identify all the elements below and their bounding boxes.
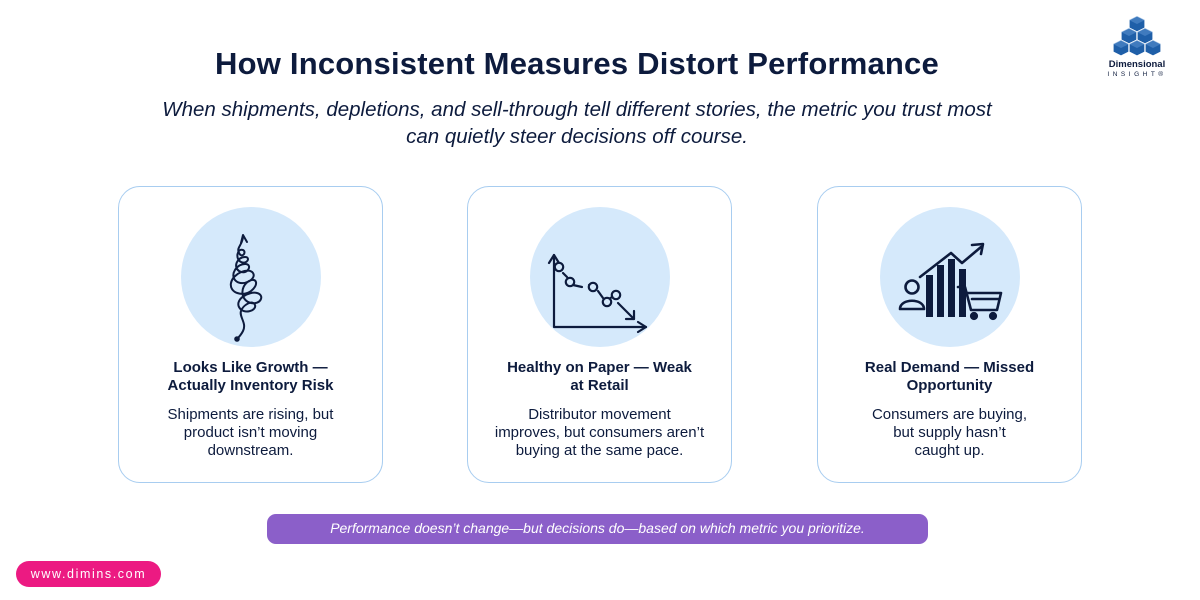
subtitle-line-2: can quietly steer decisions off course.	[406, 125, 748, 148]
card-missed-opportunity: Real Demand — Missed Opportunity Consume…	[817, 186, 1082, 483]
company-logo: Dimensional INSIGHT®	[1092, 14, 1182, 78]
card-body-line: buying at the same pace.	[515, 442, 684, 459]
logo-subtitle: INSIGHT®	[1107, 71, 1167, 78]
card-body: Consumers are buying, but supply hasn’t …	[828, 406, 1071, 460]
card-title-line: Actually Inventory Risk	[167, 377, 334, 394]
card-body-line: but supply hasn’t	[893, 424, 1006, 441]
card-body-line: Consumers are buying,	[871, 406, 1028, 423]
cube-logo-icon	[1113, 15, 1161, 57]
demand-growth-cart-icon	[898, 242, 1003, 321]
card-title: Real Demand — Missed Opportunity	[828, 359, 1071, 395]
card-title: Looks Like Growth — Actually Inventory R…	[129, 359, 372, 395]
website-link[interactable]: www.dimins.com	[16, 561, 161, 587]
card-inventory-risk: Looks Like Growth — Actually Inventory R…	[118, 186, 383, 483]
tangled-arrow-icon	[229, 234, 263, 342]
page-subtitle: When shipments, depletions, and sell-thr…	[100, 96, 1054, 150]
takeaway-banner: Performance doesn’t change—but decisions…	[267, 514, 928, 544]
card-body-line: Shipments are rising, but	[167, 406, 334, 423]
logo-name: Dimensional	[1108, 59, 1166, 70]
card-title-line: Looks Like Growth —	[173, 359, 328, 376]
card-title-line: Opportunity	[906, 377, 993, 394]
card-body-line: product isn’t moving	[183, 424, 318, 441]
card-body-line: Distributor movement	[528, 406, 671, 423]
card-weak-at-retail: Healthy on Paper — Weak at Retail Distri…	[467, 186, 732, 483]
card-title-line: Real Demand — Missed	[864, 359, 1035, 376]
card-body-line: improves, but consumers aren’t	[494, 424, 705, 441]
icon-circle	[530, 207, 670, 347]
subtitle-line-1: When shipments, depletions, and sell-thr…	[162, 98, 992, 121]
card-body: Shipments are rising, but product isn’t …	[129, 406, 372, 460]
card-body-line: caught up.	[914, 442, 985, 459]
icon-circle	[880, 207, 1020, 347]
declining-line-chart-icon	[547, 253, 648, 334]
card-title: Healthy on Paper — Weak at Retail	[478, 359, 721, 395]
card-title-line: Healthy on Paper — Weak	[507, 359, 692, 376]
page-title: How Inconsistent Measures Distort Perfor…	[215, 46, 939, 81]
card-title-line: at Retail	[570, 377, 629, 394]
icon-circle	[181, 207, 321, 347]
card-body: Distributor movement improves, but consu…	[478, 406, 721, 460]
card-body-line: downstream.	[207, 442, 294, 459]
